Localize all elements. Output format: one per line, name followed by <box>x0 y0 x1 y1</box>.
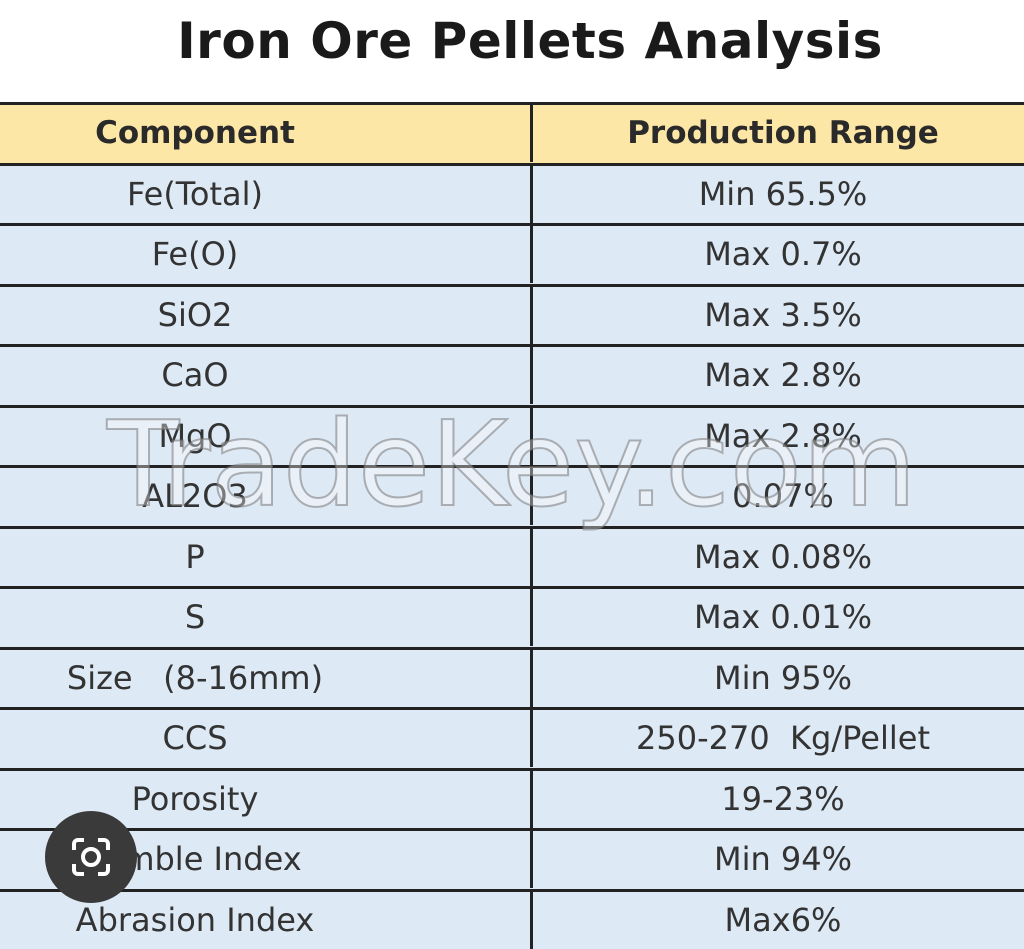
table-cell: Min 94% <box>530 831 1024 888</box>
table-cell: S <box>184 598 206 636</box>
table-cell: Max 2.8% <box>530 347 1024 404</box>
table-row: Fe(Total) Min 65.5% <box>0 162 1024 223</box>
table-cell: 0.07% <box>530 468 1024 525</box>
table-cell: Size (8-16mm) <box>66 658 324 697</box>
table-cell: Fe(O) <box>151 235 239 273</box>
table-cell: P <box>185 537 205 576</box>
column-header: Production Range <box>530 105 1024 162</box>
table-cell: Max 0.01% <box>530 589 1024 646</box>
table-row: CaO Max 2.8% <box>0 344 1024 405</box>
table-row: Fe(O) Max 0.7% <box>0 223 1024 284</box>
table-cell: AL2O3 <box>142 477 248 515</box>
table-cell: Max 2.8% <box>530 407 1024 465</box>
lens-button[interactable] <box>44 810 138 904</box>
header-row: Component Production Range <box>0 102 1024 163</box>
table-row: P Max 0.08% <box>0 525 1024 586</box>
title: Iron Ore Pellets Analysis <box>177 12 883 70</box>
table-cell: Abrasion Index <box>75 900 315 939</box>
table-cell: 250-270 Kg/Pellet <box>530 710 1024 767</box>
table-row: Porosity 19-23% <box>0 767 1024 828</box>
table-row: SiO2 Max 3.5% <box>0 283 1024 344</box>
table-cell: CaO <box>161 356 229 394</box>
table-cell: 19-23% <box>530 770 1024 828</box>
table-cell: MgO <box>158 416 232 455</box>
table-cell: CCS <box>162 719 228 757</box>
lens-frame <box>72 838 110 876</box>
table-cell: Max 0.08% <box>530 528 1024 586</box>
table-cell: Porosity <box>131 779 259 818</box>
table-row: MgO Max 2.8% <box>0 404 1024 465</box>
table-row: Size (8-16mm) Min 95% <box>0 646 1024 707</box>
table-row: S Max 0.01% <box>0 586 1024 647</box>
table-row: Abrasion Index Max6% <box>0 888 1024 949</box>
table-cell: Max 3.5% <box>530 286 1024 344</box>
table-cell: Max 0.7% <box>530 226 1024 283</box>
lens-bg <box>45 811 137 903</box>
table-cell: Min 65.5% <box>530 165 1024 223</box>
table-cell: Max6% <box>530 891 1024 949</box>
table-cell: Min 95% <box>530 649 1024 707</box>
table-cell: Fe(Total) <box>126 174 264 213</box>
watermark: TradeKey.com <box>106 394 918 534</box>
table-row: CCS 250-270 Kg/Pellet <box>0 707 1024 768</box>
lens-eye <box>81 847 101 867</box>
table-cell: SiO2 <box>157 295 233 334</box>
table-row: AL2O3 0.07% <box>0 465 1024 526</box>
table-row: Tumble Index Min 94% <box>0 828 1024 889</box>
column-header: Component <box>95 115 295 151</box>
